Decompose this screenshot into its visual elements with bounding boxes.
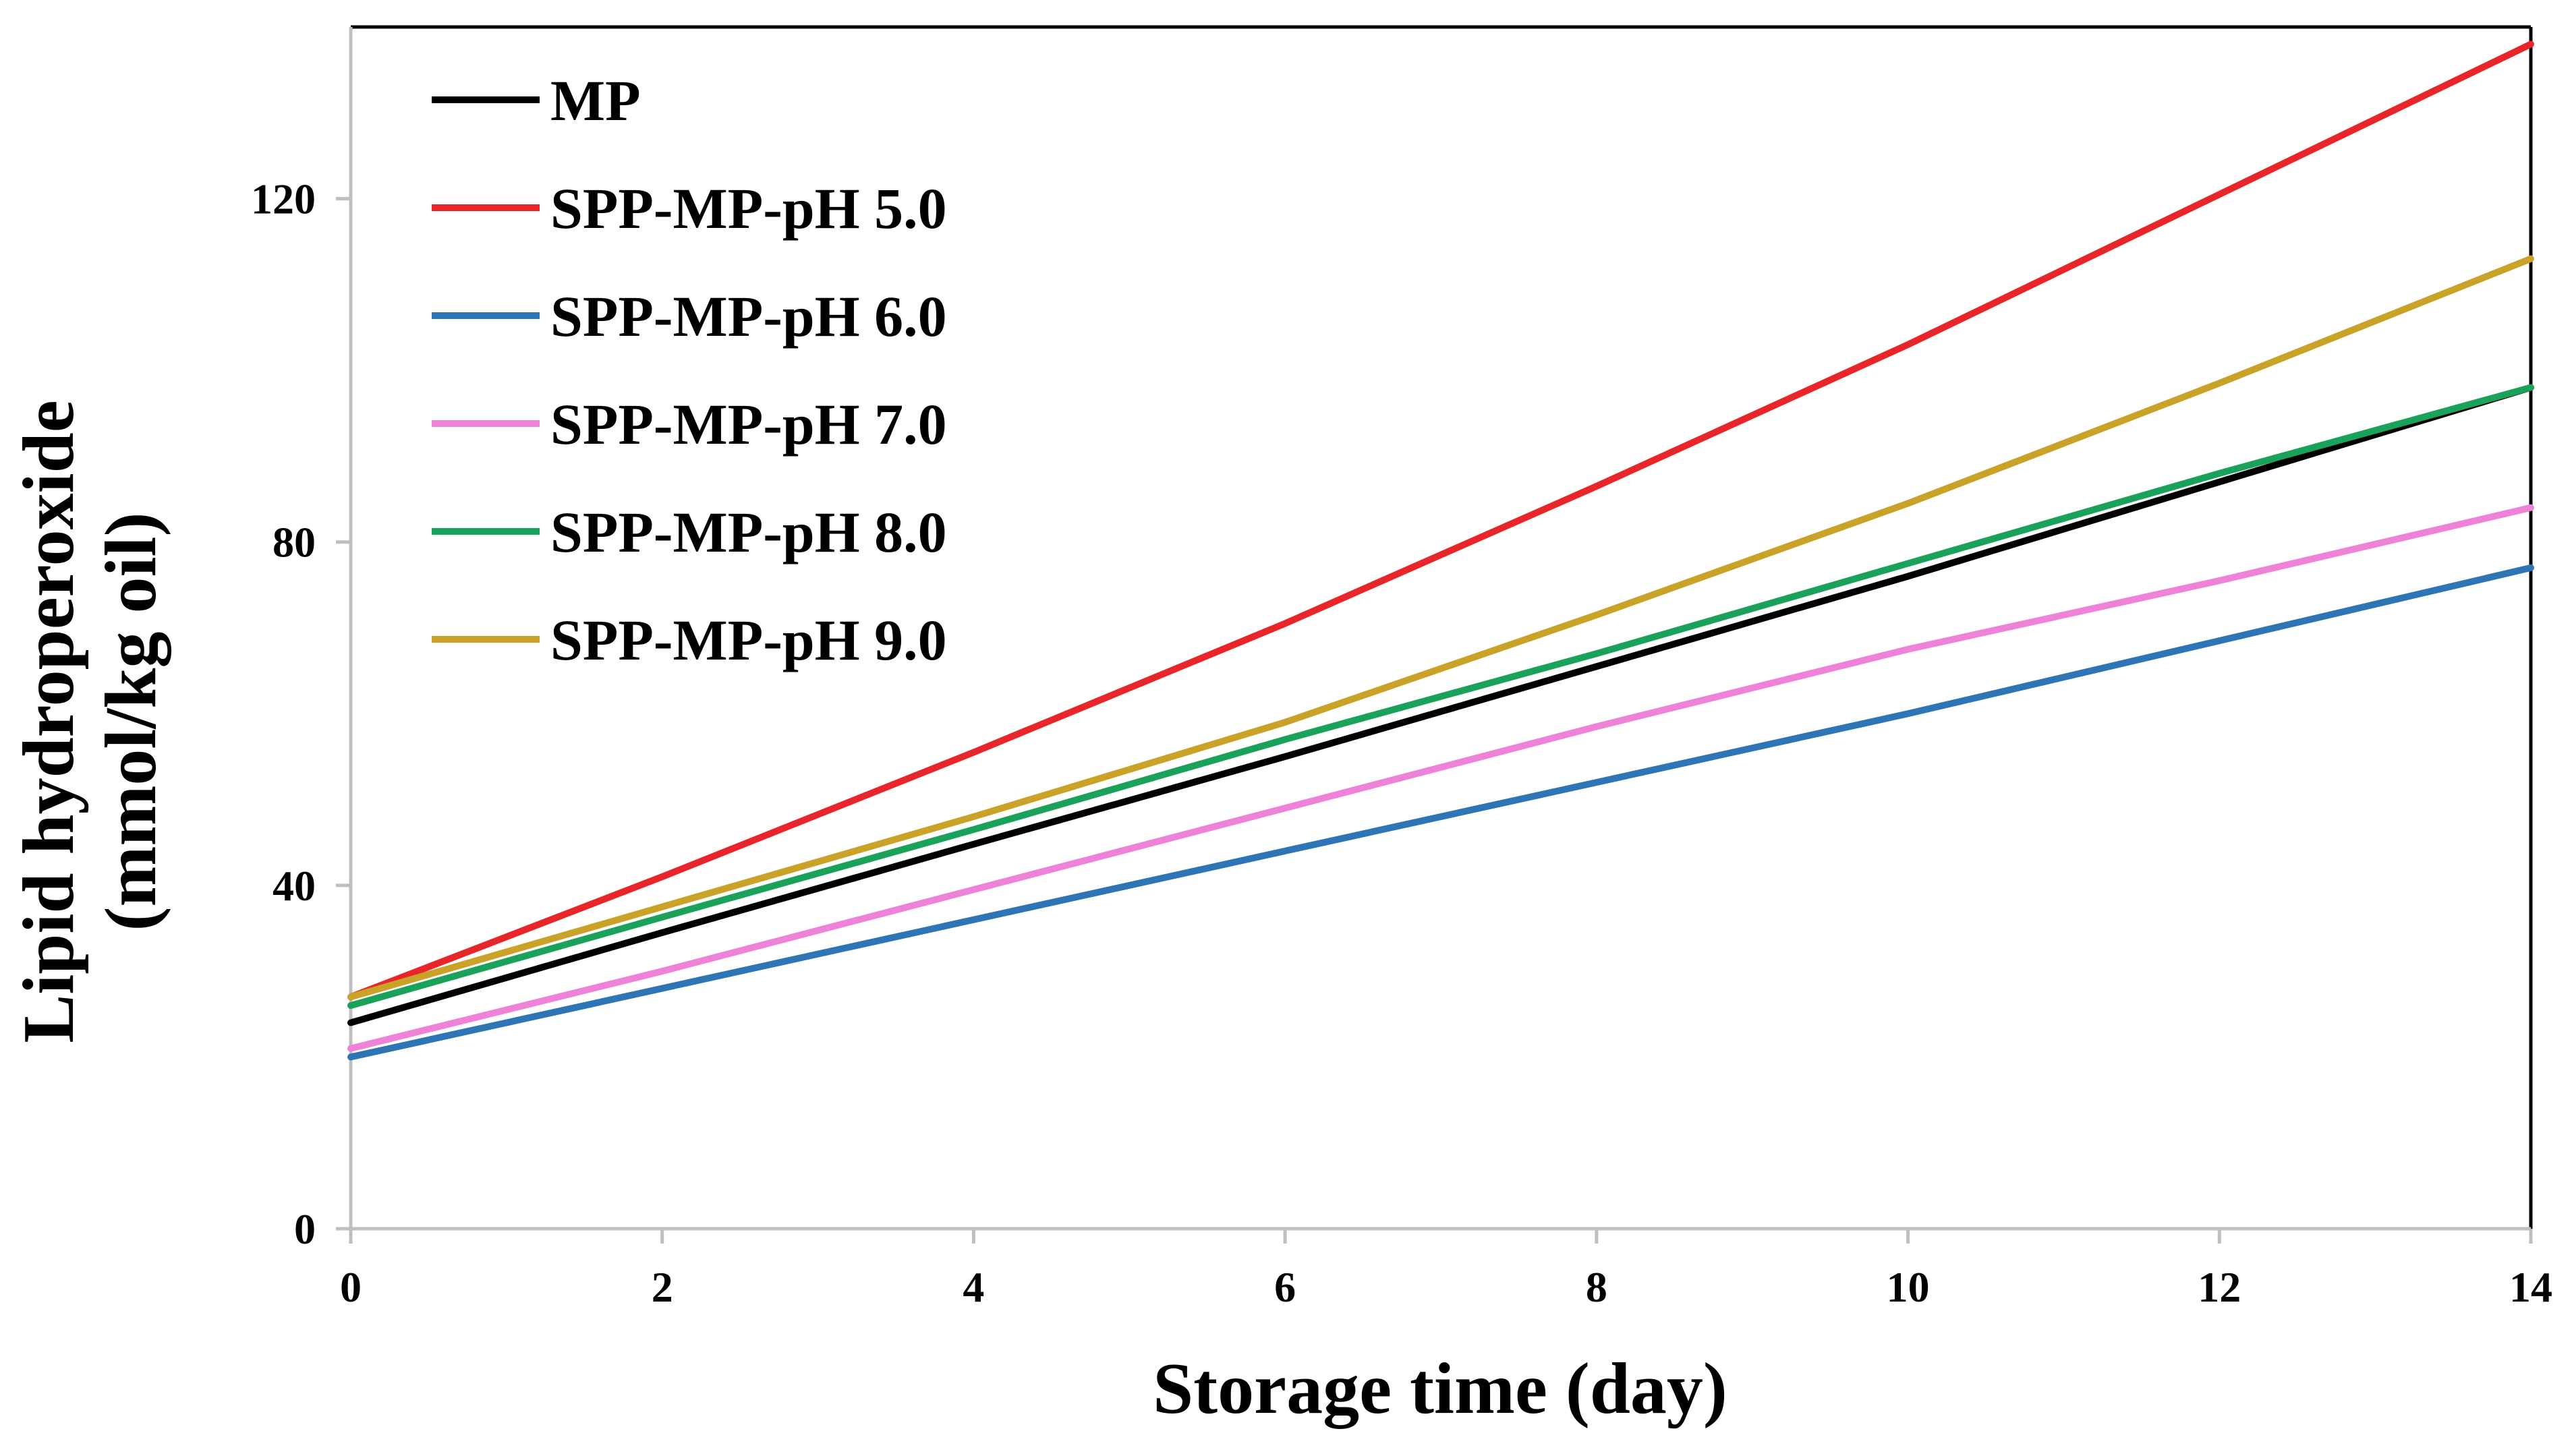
x-tick-label: 2: [652, 1263, 673, 1311]
x-tick-label: 0: [340, 1263, 362, 1311]
legend-label-spp-mp-ph-6-0: SPP-MP-pH 6.0: [550, 284, 947, 349]
x-tick-label: 12: [2198, 1263, 2241, 1311]
legend-label-spp-mp-ph-8-0: SPP-MP-pH 8.0: [550, 500, 947, 564]
x-axis-title: Storage time (day): [1153, 1349, 1727, 1429]
y-axis-title-line2: (mmol/kg oil): [91, 513, 171, 931]
x-tick-label: 14: [2509, 1263, 2552, 1311]
legend-label-spp-mp-ph-9-0: SPP-MP-pH 9.0: [550, 608, 947, 672]
legend-label-spp-mp-ph-7-0: SPP-MP-pH 7.0: [550, 392, 947, 457]
y-tick-label: 0: [294, 1205, 316, 1253]
x-tick-label: 8: [1586, 1263, 1607, 1311]
series-lines: [347, 40, 2534, 1061]
legend: MP SPP-MP-pH 5.0 SPP-MP-pH 6.0 SPP-MP-pH 7.…: [432, 68, 947, 672]
legend-label-mp: MP: [550, 68, 641, 133]
y-tick-label: 40: [273, 862, 316, 910]
series-line-spp-mp-ph-9-0: [347, 255, 2534, 1001]
series-line-spp-mp-ph-7-0: [347, 504, 2534, 1052]
series-line-mp: [347, 384, 2534, 1026]
x-tick-label: 10: [1887, 1263, 1930, 1311]
y-tick-label: 80: [273, 519, 316, 566]
legend-label-spp-mp-ph-5-0: SPP-MP-pH 5.0: [550, 176, 947, 241]
y-axis-title: Lipid hydroperoxide (mmol/kg oil): [9, 400, 171, 1043]
series-line-spp-mp-ph-5-0: [347, 40, 2534, 1001]
series-line-spp-mp-ph-6-0: [347, 564, 2534, 1061]
y-axis-title-line1: Lipid hydroperoxide: [9, 400, 89, 1043]
x-tick-label: 4: [963, 1263, 984, 1311]
x-tick-label: 6: [1274, 1263, 1296, 1311]
y-tick-label: 120: [251, 175, 316, 223]
series-line-spp-mp-ph-8-0: [347, 384, 2534, 1010]
axes: 0 2 4 6 8 10 12 14 0 40 80 120: [251, 25, 2552, 1311]
